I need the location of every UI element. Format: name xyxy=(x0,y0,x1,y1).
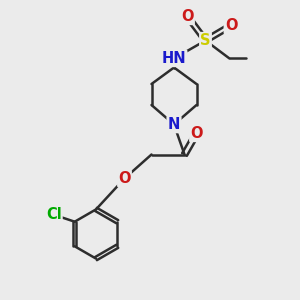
Text: O: O xyxy=(181,9,194,24)
Text: S: S xyxy=(200,33,211,48)
Text: HN: HN xyxy=(162,51,186,66)
Text: O: O xyxy=(190,126,203,141)
Text: O: O xyxy=(118,171,131,186)
Text: Cl: Cl xyxy=(46,207,62,222)
Text: N: N xyxy=(168,117,180,132)
Text: O: O xyxy=(225,18,237,33)
Text: N: N xyxy=(168,117,180,132)
